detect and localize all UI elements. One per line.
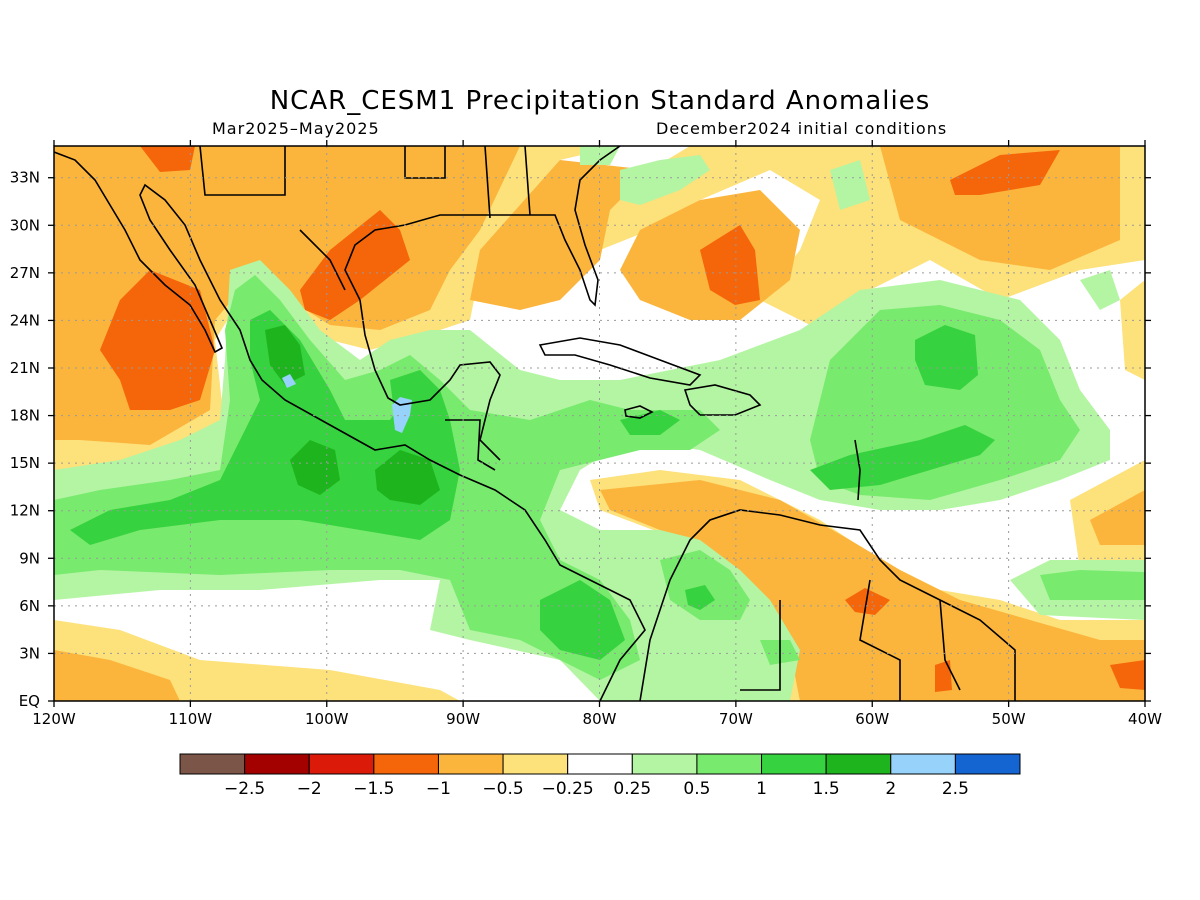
axis-ticks — [48, 140, 1151, 707]
colorbar-swatch — [890, 753, 956, 775]
colorbar-swatch — [696, 753, 763, 775]
colorbar-swatch — [567, 753, 633, 775]
colorbar-label: −2 — [297, 779, 322, 799]
lat-label: 18N — [10, 407, 40, 425]
latitude-labels: EQ 3N 6N 9N 12N 15N 18N 21N 24N 27N 30N … — [10, 169, 40, 710]
colorbar-swatch — [308, 753, 375, 775]
graticule — [54, 146, 1145, 701]
anomaly-strong-wet — [70, 310, 995, 660]
colorbar-label: −1 — [426, 779, 451, 799]
colorbar-label: 1.5 — [813, 779, 840, 799]
colorbar-label: 0.5 — [683, 779, 710, 799]
colorbar-swatch — [631, 753, 698, 775]
lon-label: 50W — [992, 710, 1026, 728]
colorbar-swatch — [179, 753, 246, 775]
anomaly-strong-dry — [100, 146, 1145, 692]
colorbar-label: 2.5 — [942, 779, 969, 799]
colorbar-swatch — [954, 753, 1021, 775]
lat-label: 3N — [19, 644, 40, 662]
lon-label: 120W — [32, 710, 76, 728]
lat-label: 15N — [10, 454, 40, 472]
colorbar-swatch — [502, 753, 569, 775]
lon-label: 60W — [855, 710, 889, 728]
lon-label: 100W — [305, 710, 349, 728]
map-title: NCAR_CESM1 Precipitation Standard Anomal… — [269, 86, 931, 116]
colorbar — [179, 753, 1021, 775]
longitude-labels: 120W 110W 100W 90W 80W 70W 60W 50W 40W — [32, 710, 1162, 728]
colorbar-label: −1.5 — [353, 779, 394, 799]
forecast-period: Mar2025–May2025 — [212, 119, 380, 138]
colorbar-swatch — [761, 753, 827, 775]
anomaly-very-strong-wet — [265, 325, 440, 505]
coastlines — [54, 146, 1016, 701]
lon-label: 80W — [583, 710, 617, 728]
lat-label: 24N — [10, 311, 40, 329]
colorbar-labels: −2.5 −2 −1.5 −1 −0.5 −0.25 0.25 0.5 1 1.… — [224, 779, 969, 799]
colorbar-label: −0.25 — [542, 779, 594, 799]
colorbar-label: 1 — [756, 779, 767, 799]
initial-conditions: December2024 initial conditions — [656, 119, 948, 138]
colorbar-swatch — [373, 753, 439, 775]
colorbar-label: 0.25 — [613, 779, 651, 799]
colorbar-label: −2.5 — [224, 779, 265, 799]
lat-label: 12N — [10, 502, 40, 520]
lat-label: EQ — [19, 692, 40, 710]
colorbar-swatch — [437, 753, 504, 775]
lon-label: 70W — [719, 710, 753, 728]
colorbar-label: −0.5 — [482, 779, 523, 799]
lon-label: 40W — [1128, 710, 1162, 728]
anomaly-extreme-wet — [282, 374, 412, 433]
colorbar-swatch — [244, 753, 310, 775]
lat-label: 9N — [19, 549, 40, 567]
lat-label: 6N — [19, 597, 40, 615]
colorbar-swatch — [825, 753, 892, 775]
lat-label: 30N — [10, 216, 40, 234]
colorbar-label: 2 — [885, 779, 896, 799]
lat-label: 33N — [10, 169, 40, 187]
lon-label: 90W — [446, 710, 480, 728]
anomaly-field — [54, 146, 1145, 701]
lon-label: 110W — [169, 710, 213, 728]
lat-label: 21N — [10, 359, 40, 377]
lat-label: 27N — [10, 264, 40, 282]
